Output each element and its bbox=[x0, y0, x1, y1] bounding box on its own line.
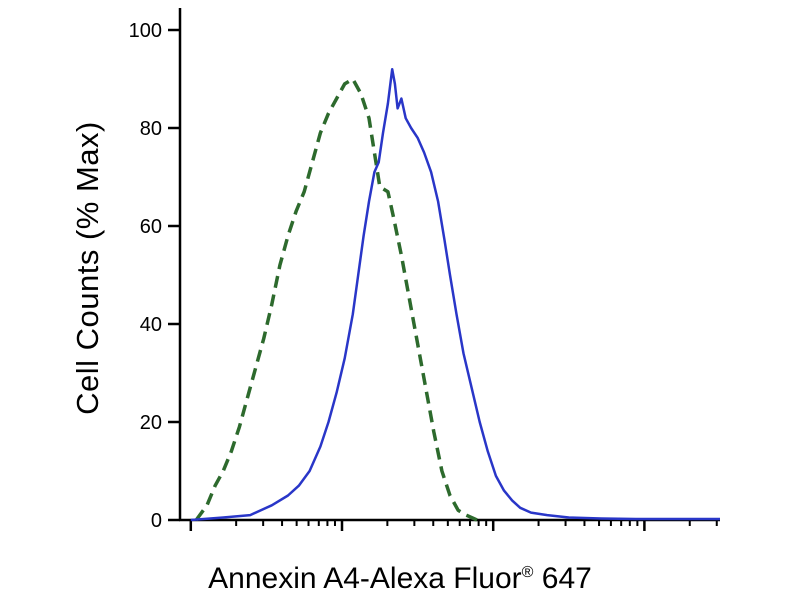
y-axis-label: Cell Counts (% Max) bbox=[70, 121, 105, 415]
y-tick-label: 60 bbox=[140, 216, 162, 238]
y-tick-label: 40 bbox=[140, 314, 162, 336]
x-axis-label-suffix: 647 bbox=[533, 562, 592, 595]
y-tick-label: 100 bbox=[129, 20, 162, 42]
y-tick-label: 20 bbox=[140, 412, 162, 434]
registered-trademark-symbol: ® bbox=[521, 564, 534, 581]
x-axis-label: Annexin A4-Alexa Fluor® 647 bbox=[0, 562, 800, 596]
dashed-green-curve bbox=[194, 77, 478, 522]
x-axis-label-text: Annexin A4-Alexa Fluor bbox=[208, 562, 522, 595]
solid-blue-curve bbox=[190, 67, 720, 522]
y-tick-label: 0 bbox=[151, 510, 162, 532]
y-tick-label: 80 bbox=[140, 118, 162, 140]
